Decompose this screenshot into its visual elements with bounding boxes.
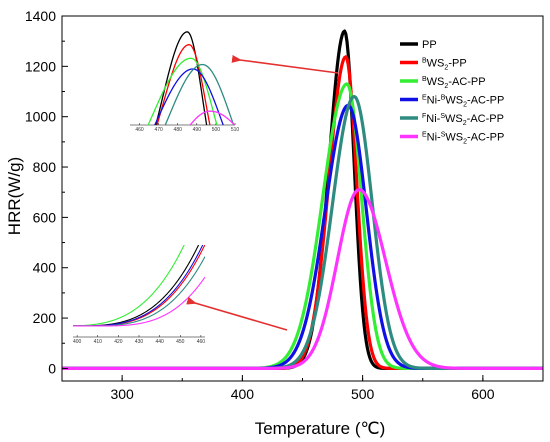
inset-top-tick-label: 470 (154, 127, 163, 133)
x-tick-label: 500 (351, 386, 375, 402)
inset-bottom-tick-label: 430 (135, 339, 144, 345)
inset-top-series-2 (156, 44, 211, 125)
legend-label: BWS2-AC-PP (422, 76, 486, 90)
arrow-to-top-inset (231, 54, 339, 74)
legend-label-part: -AC-PP (467, 113, 504, 125)
inset-top-series-5 (164, 63, 235, 125)
y-tick-label: 1200 (25, 58, 56, 74)
y-axis-title: HRR(W/g) (5, 157, 24, 235)
inset-top-series-1 (155, 31, 208, 125)
legend-label-part: S (441, 132, 446, 139)
legend-label-part: WS (427, 58, 445, 70)
y-tick-label: 800 (33, 159, 57, 175)
inset-top-tick-label: 510 (231, 127, 240, 133)
legend-label-part: -AC-PP (448, 76, 485, 88)
x-axis-title: Temperature (℃) (255, 419, 386, 438)
y-tick-label: 1000 (25, 109, 56, 125)
y-axis: 0 200 400 600 800 1000 1200 1400 (25, 8, 68, 376)
plot-frame (61, 15, 544, 382)
inset-bottom-zoom: 400 410 420 430 440 450 460 (73, 245, 206, 345)
y-tick-label: 600 (33, 209, 57, 225)
legend-label: ENi-BWS2-AC-PP (422, 95, 504, 109)
inset-bottom-tick-label: 450 (176, 339, 185, 345)
inset-top-series-6 (189, 110, 235, 125)
legend-label-part: 2 (463, 139, 467, 146)
inset-top-series-4 (154, 68, 224, 125)
legend-label-part: Ni- (426, 113, 440, 125)
legend-label: ENi-SWS2-AC-PP (422, 132, 504, 146)
x-tick-label: 600 (471, 386, 495, 402)
inset-bottom-series-6 (73, 276, 205, 327)
inset-bottom-tick-label: 460 (197, 339, 206, 345)
legend-label-part: B (441, 95, 446, 102)
arrow-to-bottom-inset (186, 296, 288, 331)
legend-label-part: Ni- (427, 132, 441, 144)
inset-bottom-series-3 (73, 245, 185, 327)
x-axis: 300 400 500 600 (61, 375, 544, 402)
legend-label-part: F (422, 113, 426, 120)
legend-label-part: S (440, 113, 445, 120)
legend-label-part: -AC-PP (467, 132, 504, 144)
y-tick-label: 200 (33, 310, 57, 326)
legend-label-part: B (422, 76, 427, 83)
series-line-6 (62, 188, 543, 371)
legend-label: BWS2-PP (422, 58, 467, 72)
legend-label-part: B (422, 58, 427, 65)
y-tick-label: 400 (33, 260, 57, 276)
inset-bottom-series-2 (73, 245, 205, 327)
x-tick-label: 300 (110, 386, 134, 402)
inset-top-tick-label: 490 (193, 127, 202, 133)
x-tick-label: 400 (231, 386, 255, 402)
legend-label: FNi-SWS2-AC-PP (422, 113, 504, 127)
legend-label-part: WS (427, 76, 445, 88)
inset-bottom-tick-label: 400 (73, 339, 82, 345)
legend-label-part: PP (422, 39, 437, 51)
inset-top-zoom: 460 470 480 490 500 510 (130, 31, 240, 133)
series-layer (62, 29, 543, 371)
inset-top-tick-label: 480 (174, 127, 183, 133)
legend-label-part: Ni- (427, 95, 441, 107)
inset-top-tick-label: 460 (135, 127, 144, 133)
legend-label-part: 2 (463, 102, 467, 109)
inset-bottom-series-4 (73, 245, 204, 327)
inset-bottom-tick-label: 440 (155, 339, 164, 345)
zoom-arrows (186, 54, 339, 331)
legend-label-part: WS (445, 132, 463, 144)
legend-label: PP (422, 39, 437, 51)
y-tick-label: 1400 (25, 8, 56, 24)
y-tick-label: 0 (48, 360, 56, 376)
legend-label-part: 2 (444, 83, 448, 90)
legend: PPBWS2-PPBWS2-AC-PPENi-BWS2-AC-PPFNi-SWS… (400, 39, 504, 146)
legend-label-part: 2 (444, 65, 448, 72)
series-line-3 (62, 82, 543, 371)
inset-bottom-tick-label: 420 (114, 339, 123, 345)
legend-label-part: E (422, 132, 427, 139)
inset-top-tick-label: 500 (212, 127, 221, 133)
series-line-4 (62, 103, 543, 371)
inset-top-series-3 (147, 57, 218, 125)
inset-bottom-tick-label: 410 (94, 339, 103, 345)
legend-label-part: E (422, 95, 427, 102)
legend-label-part: -AC-PP (467, 95, 504, 107)
legend-label-part: WS (445, 95, 463, 107)
legend-label-part: -PP (448, 58, 466, 70)
legend-label-part: WS (445, 113, 463, 125)
legend-label-part: 2 (463, 120, 467, 127)
